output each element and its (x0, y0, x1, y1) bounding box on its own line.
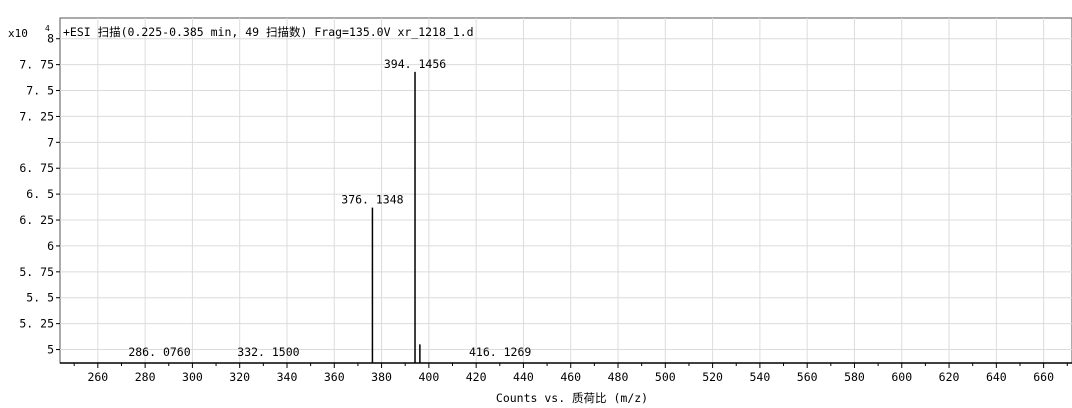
x-tick-label: 380 (371, 370, 392, 384)
peak-label: 376. 1348 (341, 193, 403, 207)
x-tick-label: 440 (513, 370, 534, 384)
x-tick-label: 480 (608, 370, 629, 384)
x-tick-label: 660 (1033, 370, 1054, 384)
x-tick-label: 580 (844, 370, 865, 384)
peak-label: 286. 0760 (128, 345, 190, 359)
x-tick-label: 640 (986, 370, 1007, 384)
x-tick-label: 600 (891, 370, 912, 384)
y-scale-label: x10 (8, 27, 28, 40)
y-tick-label: 5. 5 (26, 291, 54, 305)
y-tick-label: 7. 75 (19, 58, 54, 72)
x-tick-label: 540 (749, 370, 770, 384)
y-tick-label: 5 (47, 343, 54, 357)
x-axis-label: Counts vs. 质荷比 (m/z) (496, 391, 648, 405)
x-tick-label: 560 (797, 370, 818, 384)
x-tick-label: 500 (655, 370, 676, 384)
y-tick-label: 8 (47, 32, 54, 46)
peak-labels: 286. 0760 332. 1500 376. 1348 394. 1456 416.… (128, 57, 531, 359)
x-tick-label: 260 (87, 370, 108, 384)
x-tick-label: 400 (418, 370, 439, 384)
x-tick-label: 360 (324, 370, 345, 384)
y-tick-label: 7. 25 (19, 109, 54, 123)
x-tick-label: 620 (939, 370, 960, 384)
axes: 260 280 300 320 340 360 380 400 420 440 460 480 500 5… (19, 32, 1072, 384)
y-tick-label: 6 (47, 239, 54, 253)
plot-area (59, 17, 1072, 364)
y-tick-label: 5. 25 (19, 317, 54, 331)
peak-bars (371, 71, 421, 363)
peak-label: 416. 1269 (469, 345, 531, 359)
y-tick-label: 6. 25 (19, 213, 54, 227)
x-tick-label: 280 (135, 370, 156, 384)
y-tick-label: 7 (47, 135, 54, 149)
gridlines (60, 18, 1072, 363)
x-tick-label: 320 (229, 370, 250, 384)
y-tick-label: 7. 5 (26, 84, 54, 98)
peak-label: 394. 1456 (384, 57, 446, 71)
y-scale-exponent: 4 (45, 24, 50, 33)
y-tick-label: 6. 5 (26, 187, 54, 201)
x-tick-label: 460 (560, 370, 581, 384)
y-tick-label: 6. 75 (19, 161, 54, 175)
x-tick-label: 300 (182, 370, 203, 384)
x-tick-label: 340 (277, 370, 298, 384)
x-tick-label: 420 (466, 370, 487, 384)
chart-title: +ESI 扫描(0.225-0.385 min, 49 扫描数) Frag=13… (63, 25, 474, 39)
y-tick-label: 5. 75 (19, 265, 54, 279)
x-tick-label: 520 (702, 370, 723, 384)
peak-label: 332. 1500 (237, 345, 299, 359)
